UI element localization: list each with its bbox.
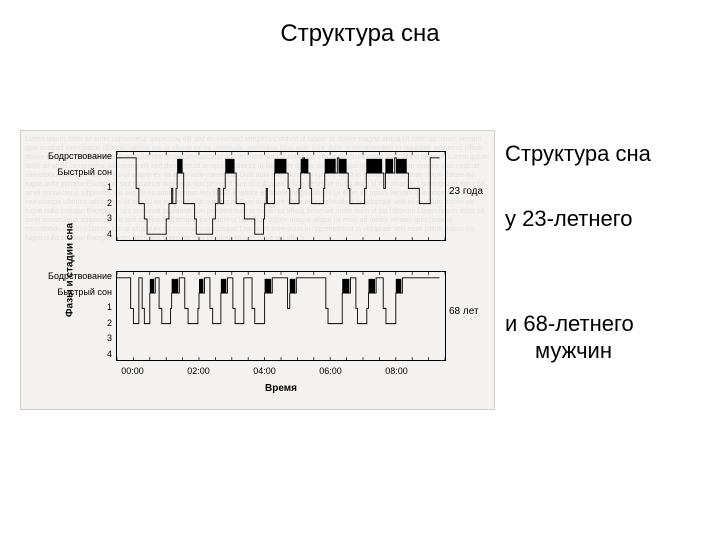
y-tick-label: 2 [107, 319, 112, 328]
hypnogram-figure: Lorem ipsum dolor sit amet consectetur a… [20, 130, 495, 410]
y-tick-label: 2 [107, 199, 112, 208]
side-text-line-1: Структура сна [505, 140, 705, 168]
y-tick-label: Бодрствование [48, 152, 112, 161]
y-tick-label: 4 [107, 230, 112, 239]
y-tick-labels-top: Бодрствование Быстрый сон 1 2 3 4 [39, 151, 114, 241]
x-tick-label: 00:00 [121, 366, 144, 376]
y-tick-label: 4 [107, 350, 112, 359]
hypnogram-panel-23 [116, 151, 446, 241]
x-tick-label: 06:00 [319, 366, 342, 376]
y-tick-label: 3 [107, 334, 112, 343]
y-tick-label: Бодрствование [48, 272, 112, 281]
panel-label-23: 23 года [449, 186, 483, 197]
x-tick-label: 08:00 [385, 366, 408, 376]
page-title: Структура сна [0, 20, 720, 48]
y-tick-label: 1 [107, 183, 112, 192]
panel-label-68: 68 лет [449, 306, 479, 317]
y-tick-label: 1 [107, 303, 112, 312]
y-tick-label: 3 [107, 214, 112, 223]
y-tick-label: Быстрый сон [57, 288, 112, 297]
hypnogram-panel-68 [116, 271, 446, 361]
x-tick-label: 02:00 [187, 366, 210, 376]
x-tick-label: 04:00 [253, 366, 276, 376]
side-text-line-3: и 68-летнего [505, 310, 705, 338]
x-axis-label: Время [116, 383, 446, 394]
side-text-line-4: мужчин [505, 337, 720, 365]
y-tick-label: Быстрый сон [57, 168, 112, 177]
y-tick-labels-bottom: Бодрствование Быстрый сон 1 2 3 4 [39, 271, 114, 361]
side-text-line-2: у 23-летнего [505, 205, 705, 233]
